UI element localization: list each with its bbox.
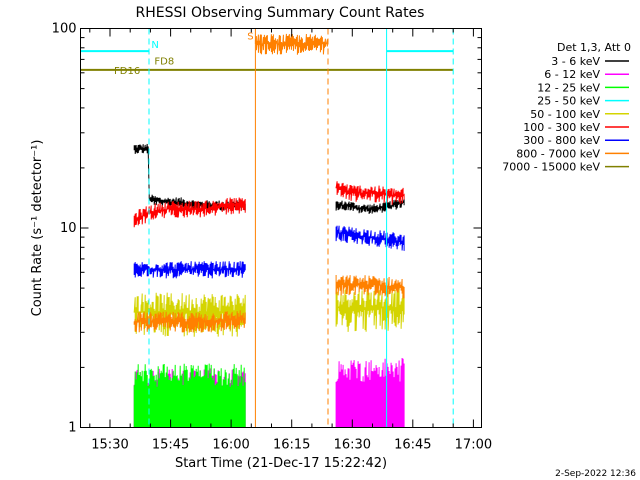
x-tick-label-4: 16:30 <box>334 438 371 453</box>
series-2 <box>133 363 246 428</box>
series-6-band-0 <box>133 261 246 279</box>
timestamp: 2-Sep-2022 12:36 <box>555 469 636 479</box>
legend-label-7: 800 - 7000 keV <box>516 147 600 160</box>
series-0-band-1 <box>335 199 405 215</box>
y-tick-label-0: 1 <box>68 421 76 436</box>
x-tick-label-3: 16:15 <box>273 438 310 453</box>
vertical-markers <box>148 28 454 428</box>
x-axis-label: Start Time (21-Dec-17 15:22:42) <box>175 456 387 471</box>
plot-frame <box>80 28 482 428</box>
legend-label-5: 100 - 300 keV <box>523 121 600 134</box>
legend-label-1: 6 - 12 keV <box>544 68 600 81</box>
legend-label-8: 7000 - 15000 keV <box>502 161 600 174</box>
y-tick-label-2: 100 <box>52 22 77 37</box>
legend-label-6: 300 - 800 keV <box>523 134 600 147</box>
legend-label-3: 25 - 50 keV <box>537 95 600 108</box>
series-2-band-0 <box>133 363 246 428</box>
series-1-band-1 <box>335 357 405 428</box>
series-7-band-1 <box>335 275 405 299</box>
x-tick-label-5: 16:45 <box>394 438 431 453</box>
plot-area: N S FD8 FD16 <box>80 32 454 428</box>
annotation-3: FD16 <box>114 66 140 77</box>
legend-label-4: 50 - 100 keV <box>530 108 600 121</box>
y-axis: 1 10 100 <box>52 22 482 436</box>
x-tick-label-0: 15:30 <box>91 438 128 453</box>
x-tick-label-1: 15:45 <box>152 438 189 453</box>
series-5-band-1 <box>335 181 405 205</box>
series-7-band-2 <box>254 33 328 55</box>
series-6-band-1 <box>335 225 405 251</box>
legend-title: Det 1,3, Att 0 <box>557 41 631 54</box>
series-6 <box>133 225 405 279</box>
series-4-band-1 <box>335 288 405 332</box>
legend-label-0: 3 - 6 keV <box>551 55 600 68</box>
x-axis: 15:30 15:45 16:00 16:15 16:30 16:45 17:00 <box>89 28 492 453</box>
annotation-1: S <box>247 32 253 43</box>
legend-label-2: 12 - 25 keV <box>537 81 600 94</box>
x-tick-label-6: 17:00 <box>455 438 492 453</box>
series-7 <box>133 33 405 333</box>
series-5 <box>133 181 405 228</box>
annotation-0: N <box>151 40 158 51</box>
y-tick-label-1: 10 <box>60 221 77 236</box>
series-7-band-0 <box>133 310 246 333</box>
y-axis-label: Count Rate (s⁻¹ detector⁻¹) <box>30 140 45 317</box>
chart-title: RHESSI Observing Summary Count Rates <box>136 5 425 21</box>
annotation-2: FD8 <box>154 57 174 68</box>
x-tick-label-2: 16:00 <box>212 438 249 453</box>
series-4 <box>133 288 405 337</box>
series-0-band-0 <box>133 143 246 211</box>
series-5-band-0 <box>133 197 246 228</box>
